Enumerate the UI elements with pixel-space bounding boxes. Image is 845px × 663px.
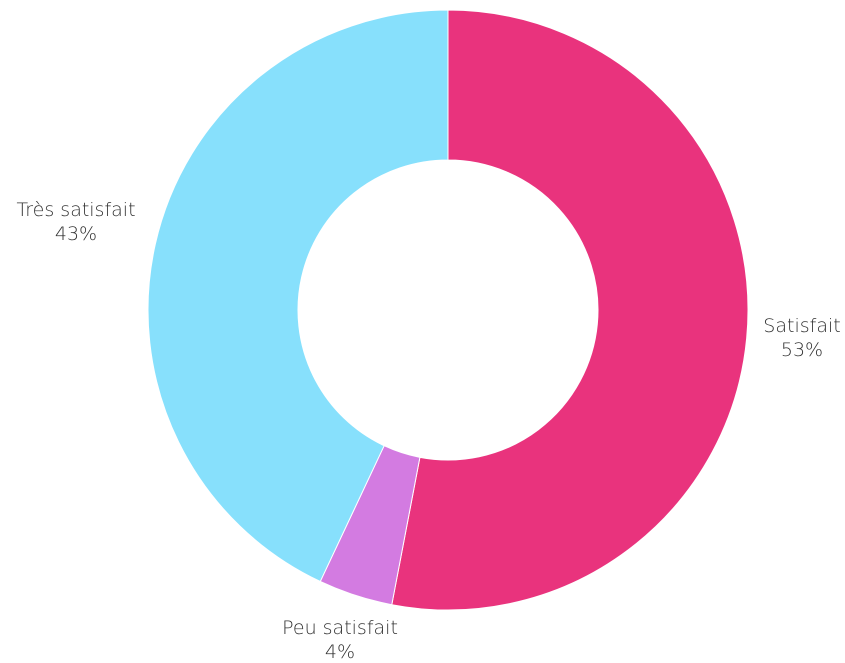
slice-label-name: Très satisfait: [16, 199, 135, 221]
slice-label-name: Peu satisfait: [282, 617, 398, 639]
slices-layer: [147, 9, 749, 611]
slice-label-value: 43%: [55, 223, 97, 245]
slice-satisfait: [391, 9, 749, 611]
slice-label-value: 53%: [781, 339, 823, 361]
slice-label-name: Satisfait: [763, 315, 840, 337]
slice-label-value: 4%: [325, 641, 355, 663]
slice-tr-s-satisfait: [147, 9, 449, 583]
